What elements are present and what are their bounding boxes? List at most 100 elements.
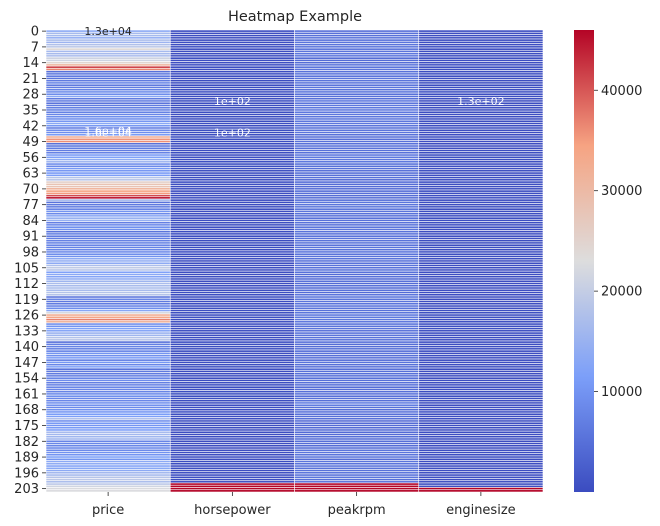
heatmap-cell [418,313,544,317]
heatmap-cell [294,437,420,441]
heatmap-cell [169,446,295,450]
heatmap-cell [418,363,544,367]
heatmap-cell [418,212,544,216]
heatmap-cell [169,246,295,249]
heatmap-cell [45,315,171,319]
heatmap-cell [418,273,544,276]
heatmap-cell [294,320,420,324]
heatmap-cell [45,410,171,414]
heatmap-cell [169,347,295,351]
heatmap-cell [169,349,295,353]
heatmap-cell [294,108,420,112]
heatmap-cell [418,374,544,378]
heatmap-cell [169,88,295,92]
heatmap-cell [418,297,544,301]
heatmap-cell [45,209,171,213]
heatmap-cell [169,464,295,468]
heatmap-cell [45,273,171,276]
heatmap-cell [418,424,544,427]
heatmap-cell [45,464,171,468]
heatmap-cell [418,250,544,254]
heatmap-cell [169,167,295,171]
heatmap-cell [418,108,544,112]
heatmap-cell [45,151,171,155]
row-tick-label: 70 [22,182,39,197]
heatmap-cell [45,49,171,53]
heatmap-cell [169,412,295,416]
heatmap-cell [169,241,295,245]
heatmap-cell [169,146,295,150]
heatmap-cell [294,268,420,272]
heatmap-cell [418,34,544,38]
heatmap-cell [294,295,420,299]
row-tick-label: 133 [14,324,39,339]
heatmap-cell [418,255,544,258]
heatmap-cell [294,327,420,331]
heatmap-cell [294,169,420,173]
heatmap-cell [418,367,544,371]
heatmap-cell [169,248,295,252]
heatmap-cell [169,122,295,125]
heatmap-cell [169,38,295,42]
heatmap-cell [418,232,544,236]
heatmap-cell [418,63,544,67]
heatmap-cell [169,439,295,443]
heatmap-cell [418,167,544,171]
heatmap-cell [418,56,544,60]
heatmap-cell [418,257,544,261]
row-tick-label: 14 [22,56,39,71]
heatmap-cell [294,81,420,85]
heatmap-cell [294,376,420,380]
heatmap-cell [45,104,171,107]
heatmap-cell [45,83,171,87]
column-tick-label: peakrpm [328,503,386,518]
heatmap-cell [418,207,544,211]
heatmap-cell [169,437,295,441]
row-tick-label: 140 [14,340,39,355]
heatmap-cell [418,162,544,166]
heatmap-cell [45,302,171,306]
heatmap-cell [418,131,544,134]
heatmap-cell [45,241,171,245]
heatmap-cell [294,99,420,103]
heatmap-cell [418,230,544,234]
heatmap-cell [418,86,544,89]
heatmap-cell [45,79,171,83]
heatmap-cell [294,248,420,252]
heatmap-cell [45,239,171,243]
heatmap-cell [169,273,295,276]
heatmap-cell [418,354,544,358]
heatmap-cell [45,200,171,204]
heatmap-cell [294,158,420,162]
row-tick-label: 35 [22,104,39,119]
heatmap-cell [169,410,295,414]
heatmap-cell [169,460,295,464]
heatmap-cell [169,54,295,58]
heatmap-cell [418,394,544,398]
heatmap-cell [45,230,171,234]
heatmap-cell [169,63,295,67]
heatmap-cell [169,155,295,159]
heatmap-cell [418,327,544,331]
heatmap-cell [294,151,420,155]
heatmap-cell [169,29,295,33]
heatmap-cell [169,284,295,288]
heatmap-cell [418,31,544,35]
heatmap-cell [418,223,544,227]
heatmap-cell [45,58,171,62]
heatmap-cell [294,153,420,157]
heatmap-cell [169,79,295,83]
colorbar-tick-label: 40000 [601,84,642,99]
heatmap-cell [294,379,420,382]
row-tick-label: 21 [22,72,39,87]
heatmap-cell [418,209,544,213]
heatmap-cell [294,63,420,67]
heatmap-cell [45,164,171,168]
heatmap-cell [45,203,171,207]
heatmap-cell [45,370,171,373]
heatmap-cell [294,266,420,270]
heatmap-cell [169,286,295,290]
heatmap-cell [169,453,295,457]
heatmap-cell [294,259,420,263]
heatmap-cell [294,110,420,114]
